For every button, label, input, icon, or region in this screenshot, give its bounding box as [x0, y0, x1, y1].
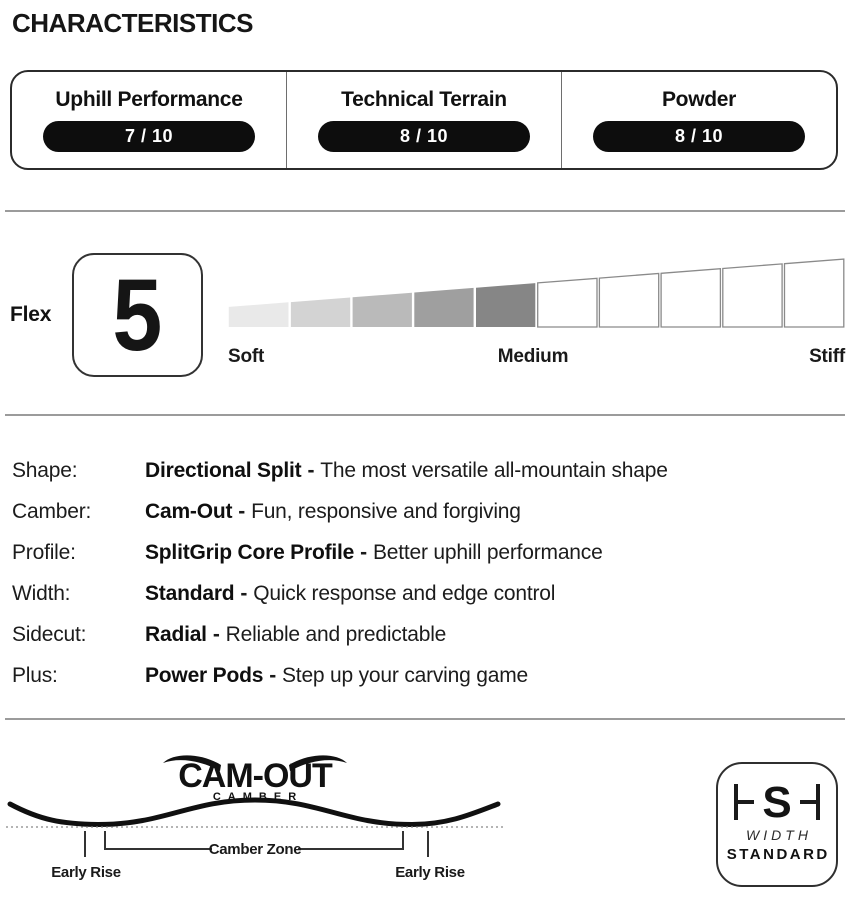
rating-title: Powder	[661, 88, 737, 111]
spec-separator: -	[238, 499, 246, 523]
rating-score-pill: 7 / 10	[43, 121, 255, 152]
flex-scale-medium-label: Medium	[497, 346, 569, 367]
camber-profile-diagram: CAM-OUT CAMBER Camber Zone Early Rise Ea…	[6, 755, 504, 881]
flex-segment-empty	[783, 258, 845, 328]
spec-separator: -	[360, 540, 367, 564]
spec-separator: -	[269, 663, 276, 687]
spec-value: Standard	[145, 581, 235, 605]
rating-score-pill: 8 / 10	[593, 121, 805, 152]
logo-right-horn-icon	[289, 755, 347, 771]
spec-row-width: Width: Standard - Quick response and edge …	[12, 573, 832, 614]
flex-segment-empty	[660, 267, 722, 328]
rating-title: Technical Terrain	[341, 88, 507, 111]
spec-separator: -	[240, 581, 248, 605]
logo-left-horn-icon	[163, 755, 221, 771]
page-title: CHARACTERISTICS	[12, 8, 253, 38]
width-standard-badge: S WIDTH STANDARD	[716, 762, 838, 887]
early-rise-label-right: Early Rise	[395, 864, 465, 881]
spec-row-plus: Plus: Power Pods - Step up your carving ga…	[12, 655, 832, 696]
camber-curve	[7, 797, 501, 828]
spec-row-profile: Profile: SplitGrip Core Profile - Better u…	[12, 532, 832, 573]
rating-technical-terrain: Technical Terrain 8 / 10	[287, 72, 562, 168]
spec-description: Fun, responsive and forgiving	[251, 499, 521, 523]
rating-powder: Powder 8 / 10	[562, 72, 836, 168]
flex-segment-filled	[352, 292, 412, 327]
spec-label: Profile:	[12, 540, 76, 564]
spec-description: Reliable and predictable	[225, 622, 447, 646]
spec-value: Power Pods	[145, 663, 264, 687]
divider-line	[5, 210, 845, 212]
divider-line	[5, 718, 845, 720]
spec-value: SplitGrip Core Profile	[145, 540, 355, 564]
spec-separator: -	[307, 458, 315, 482]
flex-segment-empty	[537, 277, 598, 328]
width-logo-icon: S	[734, 778, 820, 827]
flex-segment-filled	[228, 302, 289, 327]
camber-logo-title: CAM-OUT	[178, 757, 333, 795]
spec-label: Sidecut:	[12, 622, 87, 646]
rating-uphill-performance: Uphill Performance 7 / 10	[12, 72, 287, 168]
spec-description: The most versatile all-mountain shape	[320, 458, 668, 482]
spec-label: Width:	[12, 581, 71, 605]
width-badge-line1: WIDTH	[746, 827, 812, 843]
spec-row-shape: Shape: Directional Split - The most versat…	[12, 450, 832, 491]
flex-segment-filled	[414, 287, 474, 327]
specs-list: Shape: Directional Split - The most versat…	[12, 450, 832, 696]
rating-score-pill: 8 / 10	[318, 121, 530, 152]
ratings-box: Uphill Performance 7 / 10 Technical Terr…	[10, 70, 838, 170]
spec-label: Camber:	[12, 499, 92, 523]
width-badge-line2: STANDARD	[726, 846, 830, 863]
spec-separator: -	[212, 622, 220, 646]
rating-score: 8 / 10	[399, 126, 449, 146]
spec-value: Directional Split	[145, 458, 302, 482]
rating-title: Uphill Performance	[55, 88, 243, 111]
flex-segment-filled	[476, 283, 536, 327]
flex-scale-soft-label: Soft	[228, 346, 265, 367]
camber-zone-label: Camber Zone	[209, 841, 302, 858]
flex-segment-filled	[290, 297, 351, 327]
flex-rating-value: 5	[112, 258, 163, 372]
width-logo-letter: S	[762, 778, 791, 827]
spec-value: Cam-Out	[145, 499, 233, 523]
flex-scale-stiff-label: Stiff	[809, 346, 845, 367]
spec-label: Shape:	[12, 458, 78, 482]
flex-label: Flex	[10, 303, 52, 326]
flex-segment-empty	[598, 272, 660, 328]
spec-row-camber: Camber: Cam-Out - Fun, responsive and forg…	[12, 491, 832, 532]
early-rise-label-left: Early Rise	[51, 864, 121, 881]
rating-score: 8 / 10	[674, 126, 724, 146]
flex-rating-box: 5	[72, 253, 203, 377]
rating-score: 7 / 10	[124, 126, 174, 146]
flex-scale-labels: Soft Medium Stiff	[0, 346, 848, 370]
divider-line	[5, 414, 845, 416]
spec-description: Quick response and edge control	[253, 581, 556, 605]
flex-scale-bar	[228, 258, 845, 328]
spec-row-sidecut: Sidecut: Radial - Reliable and predictable	[12, 614, 832, 655]
spec-label: Plus:	[12, 663, 58, 687]
spec-description: Better uphill performance	[372, 540, 603, 564]
spec-description: Step up your carving game	[282, 663, 528, 687]
flex-segment-empty	[722, 263, 783, 328]
spec-value: Radial	[145, 622, 207, 646]
